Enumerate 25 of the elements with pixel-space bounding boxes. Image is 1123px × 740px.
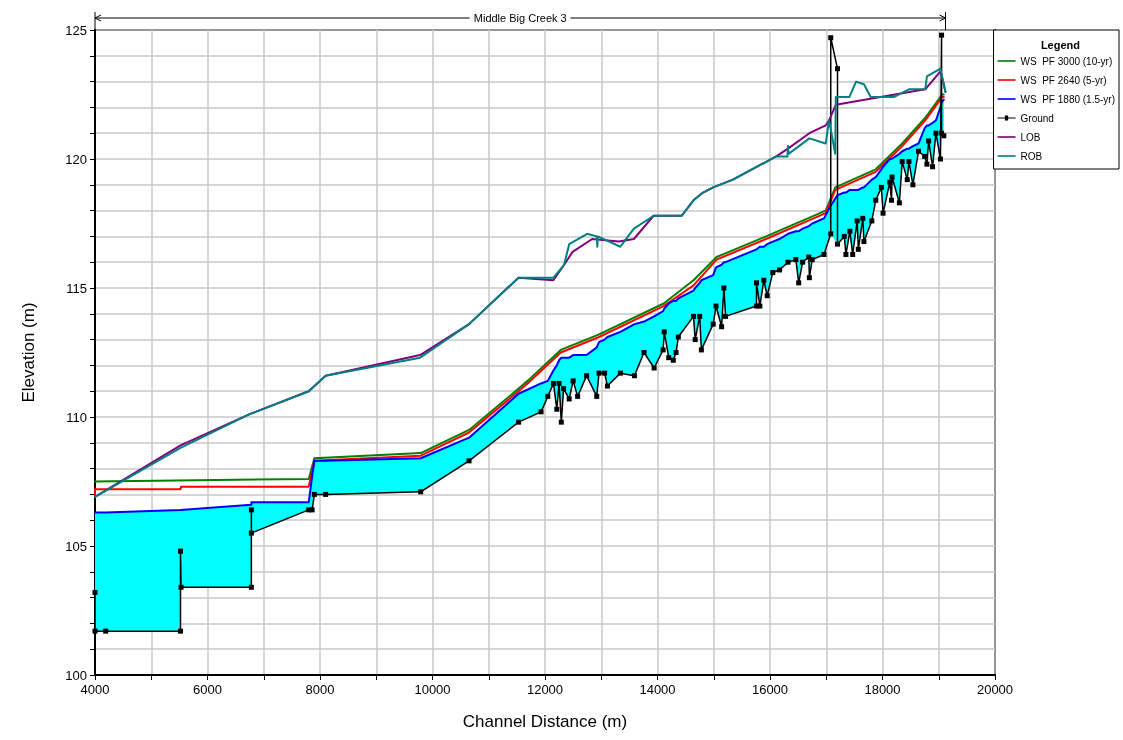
legend-label: WS PF 1880 (1.5-yr) bbox=[1020, 93, 1115, 105]
legend-label: LOB bbox=[1020, 131, 1041, 143]
x-tick-label: 20000 bbox=[976, 682, 1014, 697]
legend-title: Legend bbox=[1040, 38, 1081, 51]
y-tick-label: 105 bbox=[65, 538, 87, 554]
y-tick-label: 125 bbox=[65, 22, 87, 38]
x-tick-label: 14000 bbox=[639, 682, 676, 697]
x-tick-label: 8000 bbox=[305, 682, 335, 697]
legend-label: ROB bbox=[1020, 150, 1043, 162]
x-tick-label: 16000 bbox=[751, 682, 789, 697]
x-tick-label: 18000 bbox=[864, 682, 901, 697]
x-axis-title: Channel Distance (m) bbox=[462, 712, 628, 731]
legend-label: WS PF 2640 (5-yr) bbox=[1020, 74, 1107, 86]
legend-label: Ground bbox=[1020, 112, 1054, 124]
legend-label: WS PF 3000 (10-yr) bbox=[1020, 55, 1113, 67]
text: Middle Big Creek 3 bbox=[469, 12, 571, 24]
y-tick-label: 100 bbox=[65, 667, 87, 683]
x-tick-label: 6000 bbox=[193, 682, 222, 697]
x-tick-label: 10000 bbox=[414, 682, 451, 697]
y-axis-title: Elevation (m) bbox=[19, 302, 38, 403]
x-tick-label: 4000 bbox=[80, 682, 110, 697]
y-tick-label: 110 bbox=[66, 409, 87, 425]
y-tick-label: 115 bbox=[66, 280, 87, 296]
x-tick-label: 12000 bbox=[526, 682, 564, 697]
y-tick-label: 120 bbox=[65, 151, 87, 167]
